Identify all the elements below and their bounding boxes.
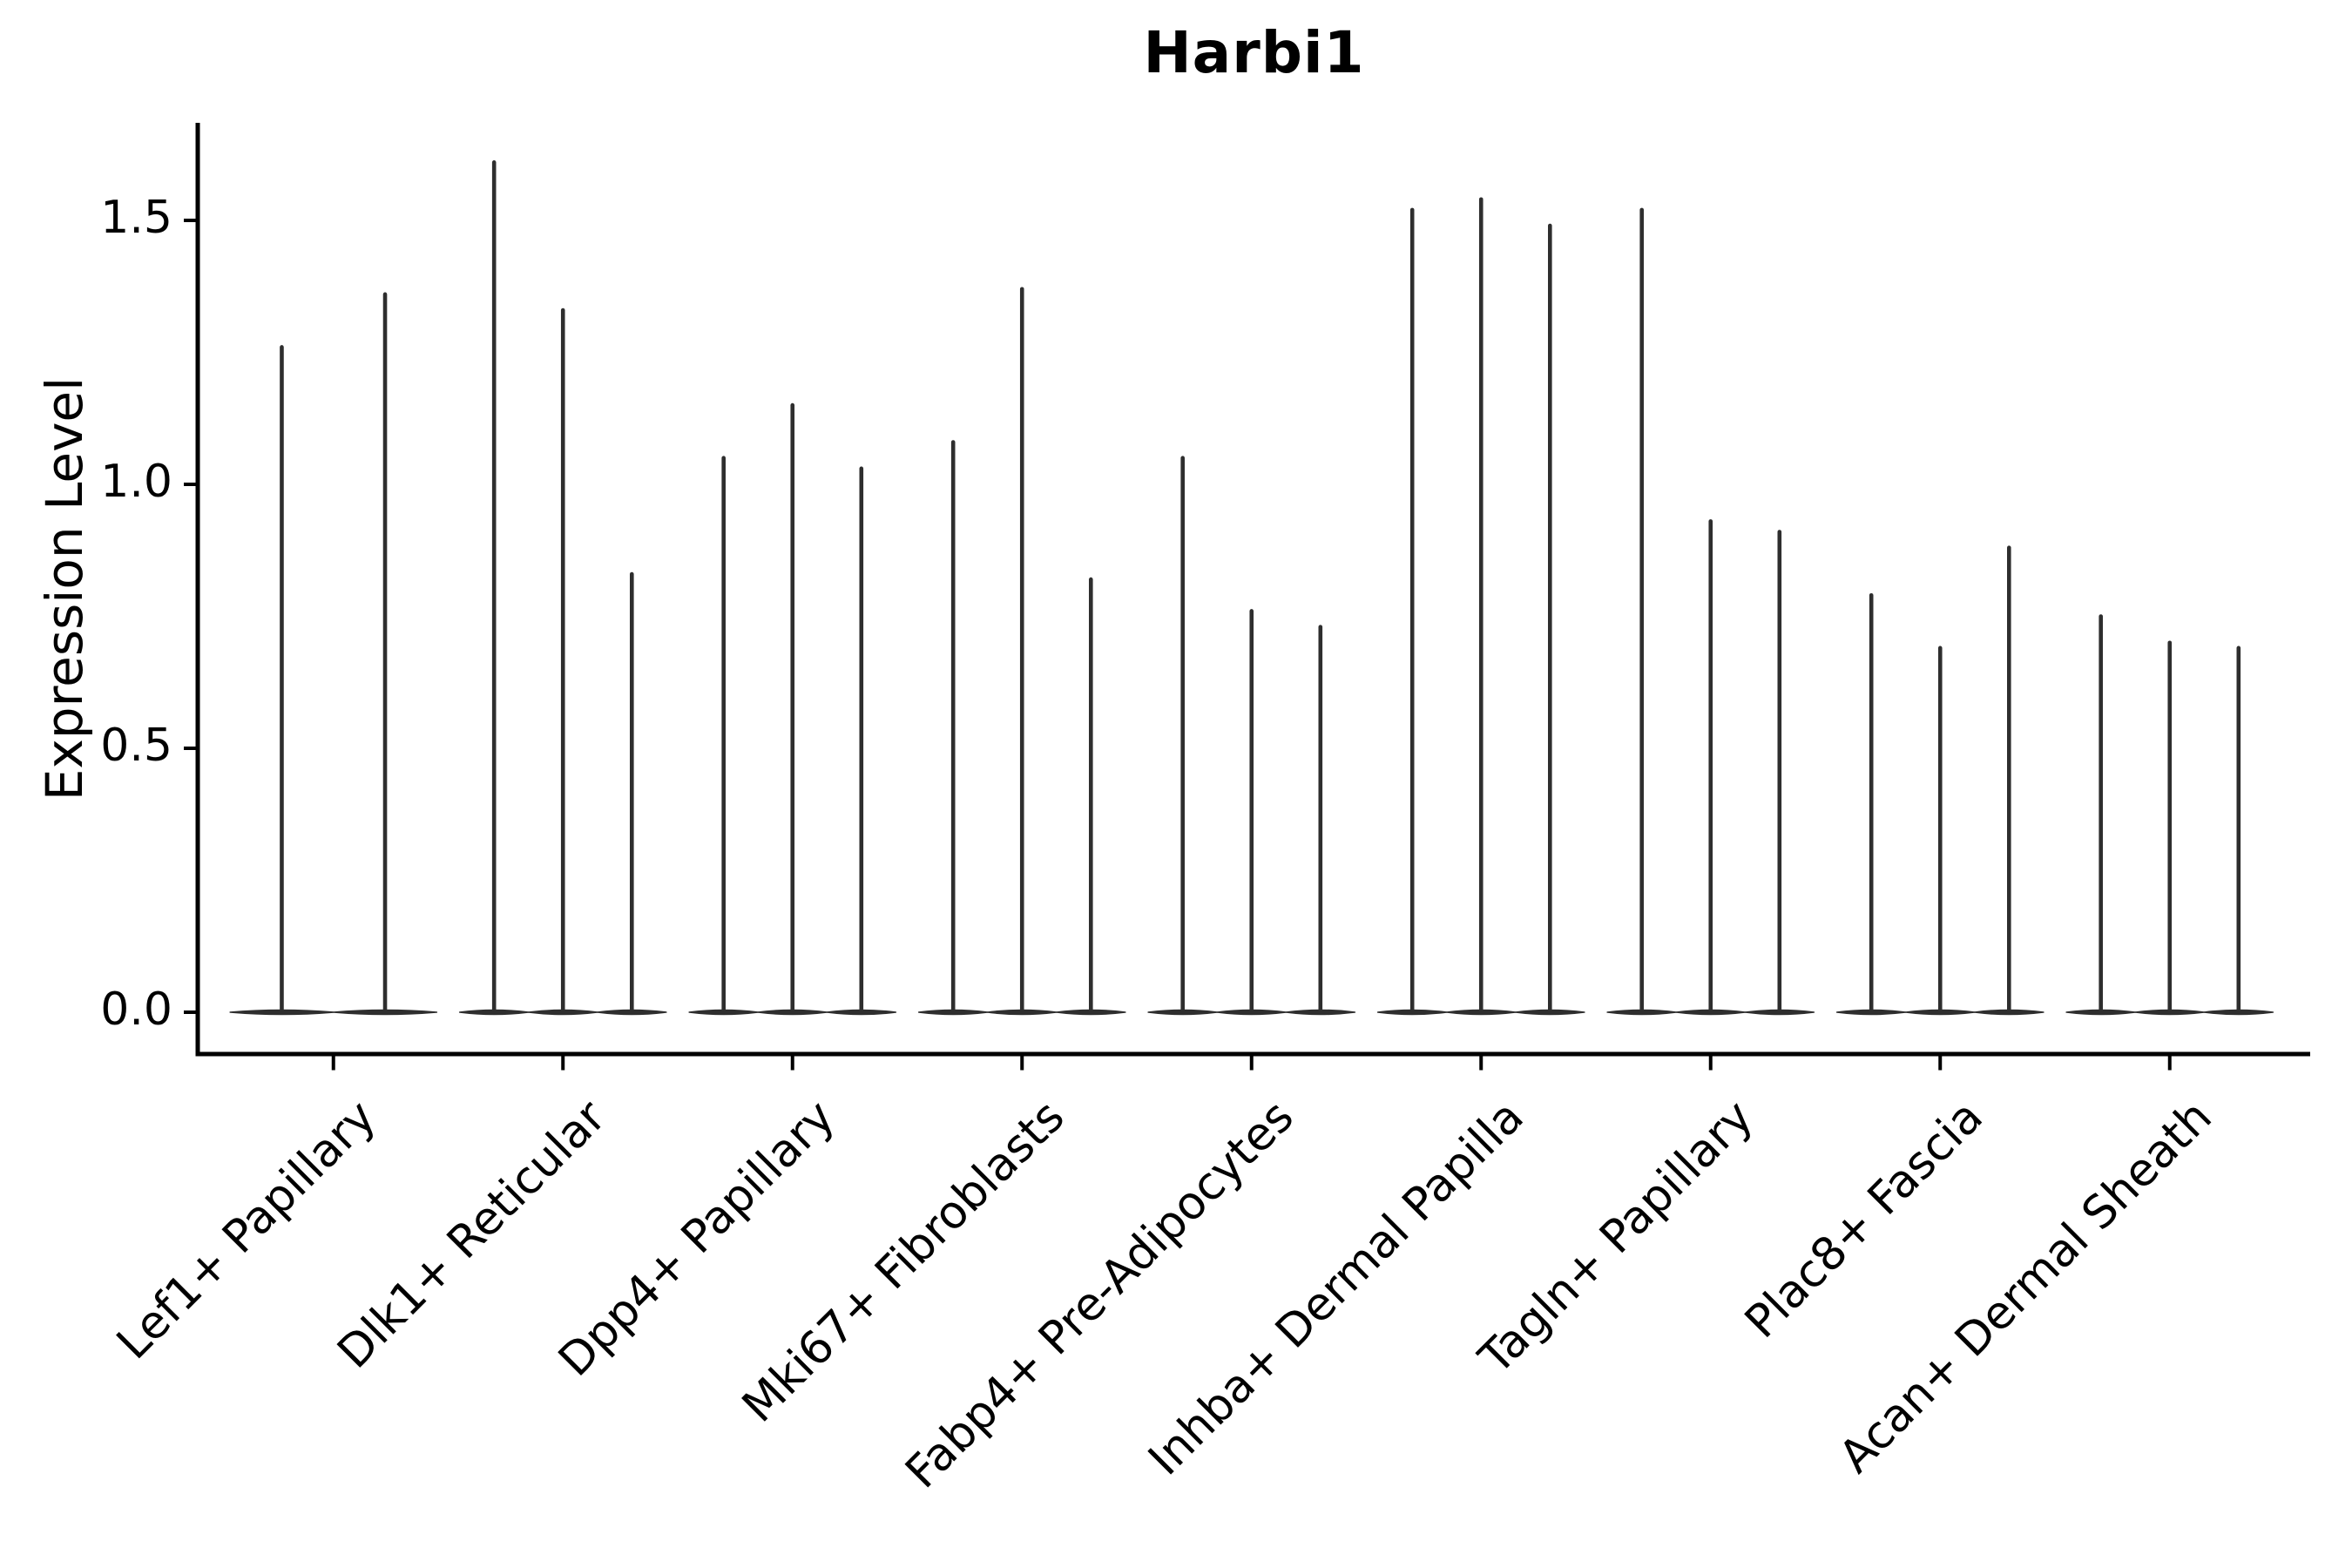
violin-base: [229, 1009, 335, 1016]
violin-base: [688, 1009, 760, 1016]
violin-base: [1055, 1009, 1126, 1016]
violin-base: [986, 1009, 1058, 1016]
violin-base: [2203, 1009, 2274, 1016]
y-tick-label: 1.0: [100, 456, 172, 508]
violin-base: [1973, 1009, 2044, 1016]
violin-base: [1675, 1009, 1747, 1016]
violin-base: [2134, 1009, 2206, 1016]
violin-base: [1904, 1009, 1976, 1016]
violin-base: [458, 1009, 530, 1016]
violin-base: [1606, 1009, 1678, 1016]
violin-base: [1835, 1009, 1907, 1016]
violin-base: [1514, 1009, 1585, 1016]
violin-base: [826, 1009, 897, 1016]
violin-base: [1285, 1009, 1356, 1016]
y-tick-label: 1.5: [100, 192, 172, 244]
violin-base: [1445, 1009, 1517, 1016]
violin-base: [1744, 1009, 1815, 1016]
figure-title: Harbi1: [1143, 19, 1365, 86]
violin-base: [332, 1009, 438, 1016]
y-tick-label: 0.5: [100, 720, 172, 772]
violin-base: [596, 1009, 667, 1016]
violin-base: [527, 1009, 598, 1016]
violin-base: [917, 1009, 989, 1016]
violin-base: [1147, 1009, 1219, 1016]
y-tick-label: 0.0: [100, 983, 172, 1036]
violin-base: [1216, 1009, 1288, 1016]
violin-base: [2065, 1009, 2137, 1016]
violin-base: [757, 1009, 828, 1016]
violin-base: [1376, 1009, 1448, 1016]
